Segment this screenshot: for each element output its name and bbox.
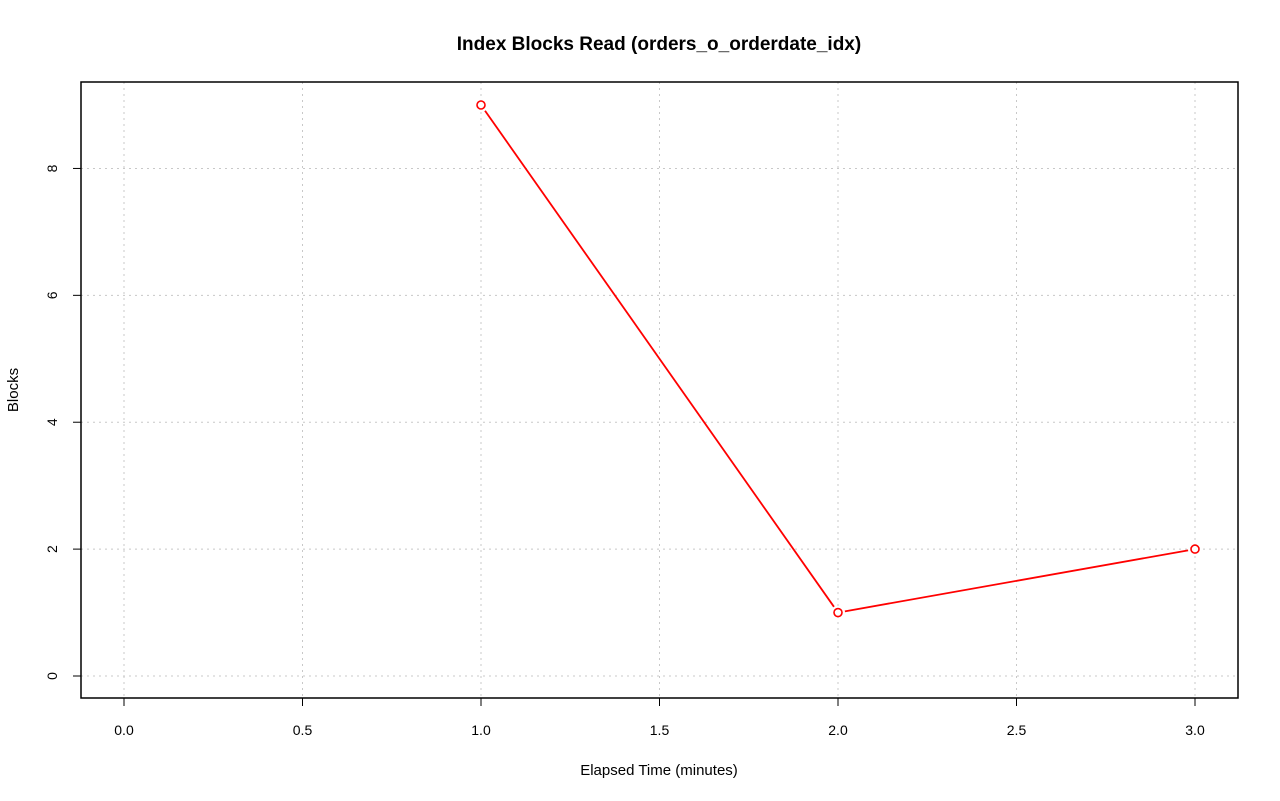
series-line-segment: [484, 110, 835, 608]
data-point: [1190, 544, 1200, 554]
x-tick-label: 2.0: [828, 722, 848, 738]
x-tick-label: 0.5: [293, 722, 313, 738]
data-point: [476, 100, 486, 110]
x-tick-label: 2.5: [1007, 722, 1027, 738]
chart-title: Index Blocks Read (orders_o_orderdate_id…: [457, 34, 861, 55]
series-layer: [476, 100, 1200, 618]
y-tick-label: 6: [44, 291, 60, 299]
y-tick-label: 2: [44, 545, 60, 553]
y-tick-label: 4: [44, 418, 60, 426]
grid: [81, 82, 1238, 698]
y-axis: 0 2 4 6 8: [44, 164, 81, 680]
y-tick-label: 0: [44, 672, 60, 680]
x-tick-label: 1.5: [650, 722, 670, 738]
y-axis-label: Blocks: [5, 368, 22, 412]
x-tick-label: 0.0: [114, 722, 134, 738]
series-line-segment: [844, 549, 1189, 613]
x-tick-label: 3.0: [1185, 722, 1205, 738]
data-point: [833, 607, 843, 618]
x-axis: 0.0 0.5 1.0 1.5 2.0 2.5 3.0: [114, 698, 1205, 738]
x-axis-label: Elapsed Time (minutes): [580, 762, 738, 779]
y-tick-label: 8: [44, 164, 60, 172]
x-tick-label: 1.0: [471, 722, 491, 738]
